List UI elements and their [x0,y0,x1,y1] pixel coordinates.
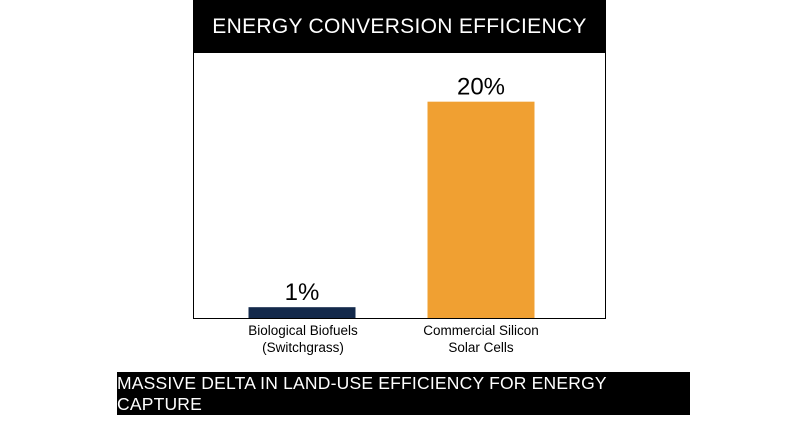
category-label-solar-line1: Commercial Silicon [423,323,539,338]
bar-solar [427,101,535,319]
category-label-biofuels-line1: Biological Biofuels [248,323,358,338]
category-label-biofuels: Biological Biofuels (Switchgrass) [203,322,403,356]
chart-title: ENERGY CONVERSION EFFICIENCY [193,0,606,53]
category-label-biofuels-line2: (Switchgrass) [262,340,344,355]
footer-caption: MASSIVE DELTA IN LAND-USE EFFICIENCY FOR… [117,372,690,415]
data-label-solar: 20% [457,74,505,101]
category-label-solar-line2: Solar Cells [448,340,514,355]
category-label-solar: Commercial Silicon Solar Cells [381,322,581,356]
bar-biofuels [248,307,356,318]
chart-frame [193,0,606,319]
data-label-biofuels: 1% [285,279,320,306]
